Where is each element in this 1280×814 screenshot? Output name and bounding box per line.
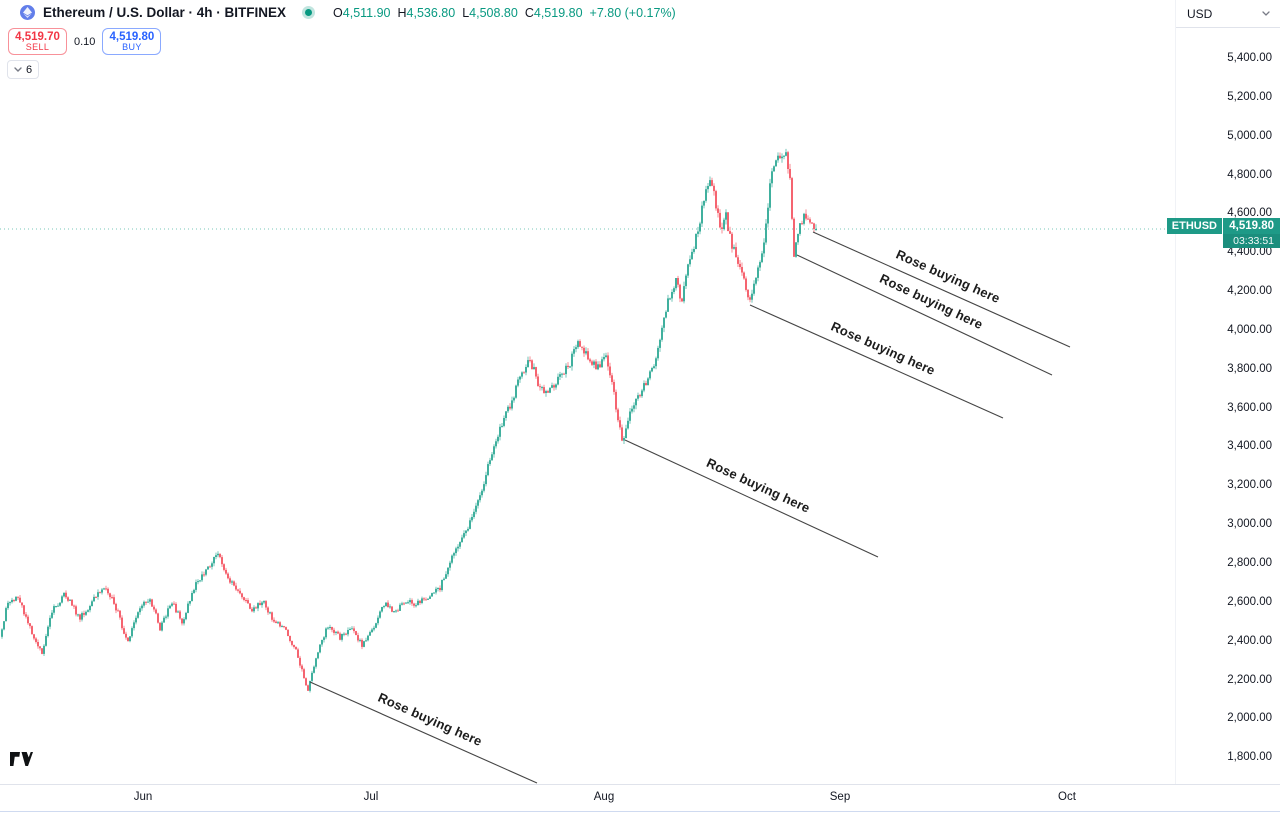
price-tick-label: 5,400.00 [1227,52,1272,64]
currency-label: USD [1187,6,1213,21]
sell-button[interactable]: 4,519.70 SELL [8,28,67,55]
price-tick-label: 2,000.00 [1227,712,1272,725]
price-tick-label: 4,800.00 [1227,168,1272,181]
time-tick-label: Aug [593,791,615,803]
price-tick-label: 3,600.00 [1227,401,1272,414]
open-value: 4,511.90 [342,5,391,20]
high-label: H [397,5,407,20]
price-tick-label: 3,200.00 [1227,479,1272,492]
symbol-title[interactable]: Ethereum / U.S. Dollar · 4h · BITFINEX [43,5,287,20]
time-axis[interactable]: Jun Jul Aug Sep Oct [0,784,1280,814]
price-tick-label: 2,600.00 [1227,595,1272,608]
low-value: 4,508.80 [469,5,518,20]
chevron-down-icon [1262,11,1270,16]
candlestick-chart[interactable] [0,0,1175,784]
price-tick-label: 3,000.00 [1227,518,1272,531]
collapsed-count: 6 [26,63,33,76]
spread-value: 0.10 [74,35,96,48]
frame-border [0,811,1280,812]
buy-button[interactable]: 4,519.80 BUY [102,28,162,55]
tradingview-logo[interactable] [8,752,33,772]
collapsed-indicators-pill[interactable]: 6 [7,60,40,79]
price-tick-label: 4,400.00 [1227,246,1272,259]
price-tick-label: 3,800.00 [1227,362,1272,375]
price-tick-label: 3,400.00 [1227,440,1272,453]
time-tick-label: Jun [133,791,153,803]
currency-selector[interactable]: USD [1176,0,1280,28]
time-tick-label: Sep [829,791,851,803]
open-label: O [333,5,343,20]
price-tick-label: 4,600.00 [1227,207,1272,220]
trendline[interactable] [812,231,1071,348]
buy-price: 4,519.80 [109,30,155,43]
price-tick-label: 1,800.00 [1227,751,1272,764]
close-label: C [524,5,534,20]
price-tick-label: 2,200.00 [1227,673,1272,686]
low-label: L [462,5,470,20]
close-value: 4,519.80 [533,5,583,20]
ohlc-values: O4,511.90 H4,536.80 L4,508.80 C4,519.80 … [333,6,676,20]
price-tick-label: 5,200.00 [1227,90,1272,103]
price-change: +7.80 (+0.17%) [589,5,676,20]
time-tick-label: Oct [1058,791,1076,803]
chevron-down-icon [14,67,22,72]
trendline[interactable] [624,439,879,558]
symbol-header: Ethereum / U.S. Dollar · 4h · BITFINEX O… [20,5,676,20]
sell-label: SELL [25,41,50,52]
badge-countdown: 03:33:51 [1223,234,1280,248]
trendline[interactable] [749,304,1004,419]
trade-panel: 4,519.70 SELL 0.10 4,519.80 BUY [8,28,162,55]
sell-price: 4,519.70 [15,30,60,43]
price-tick-label: 5,000.00 [1227,129,1272,142]
price-tick-label: 2,400.00 [1227,634,1272,647]
market-status-icon[interactable] [302,6,316,19]
price-tick-label: 2,800.00 [1227,557,1272,569]
badge-price: 4,519.80 [1223,218,1280,234]
trendline[interactable] [796,254,1053,376]
badge-symbol: ETHUSD [1166,218,1222,234]
price-tick-label: 4,000.00 [1227,323,1272,336]
price-tick-label: 4,200.00 [1227,285,1272,298]
buy-label: BUY [122,41,142,52]
ethereum-logo-icon [20,5,35,20]
high-value: 4,536.80 [406,5,456,20]
trendline[interactable] [309,681,538,784]
time-tick-label: Jul [363,791,379,803]
price-axis[interactable]: USD 5,400.00 5,200.00 5,000.00 4,800.00 4,60… [1175,0,1280,799]
last-price-badge: ETHUSD 4,519.80 03:33:51 [1166,218,1280,248]
